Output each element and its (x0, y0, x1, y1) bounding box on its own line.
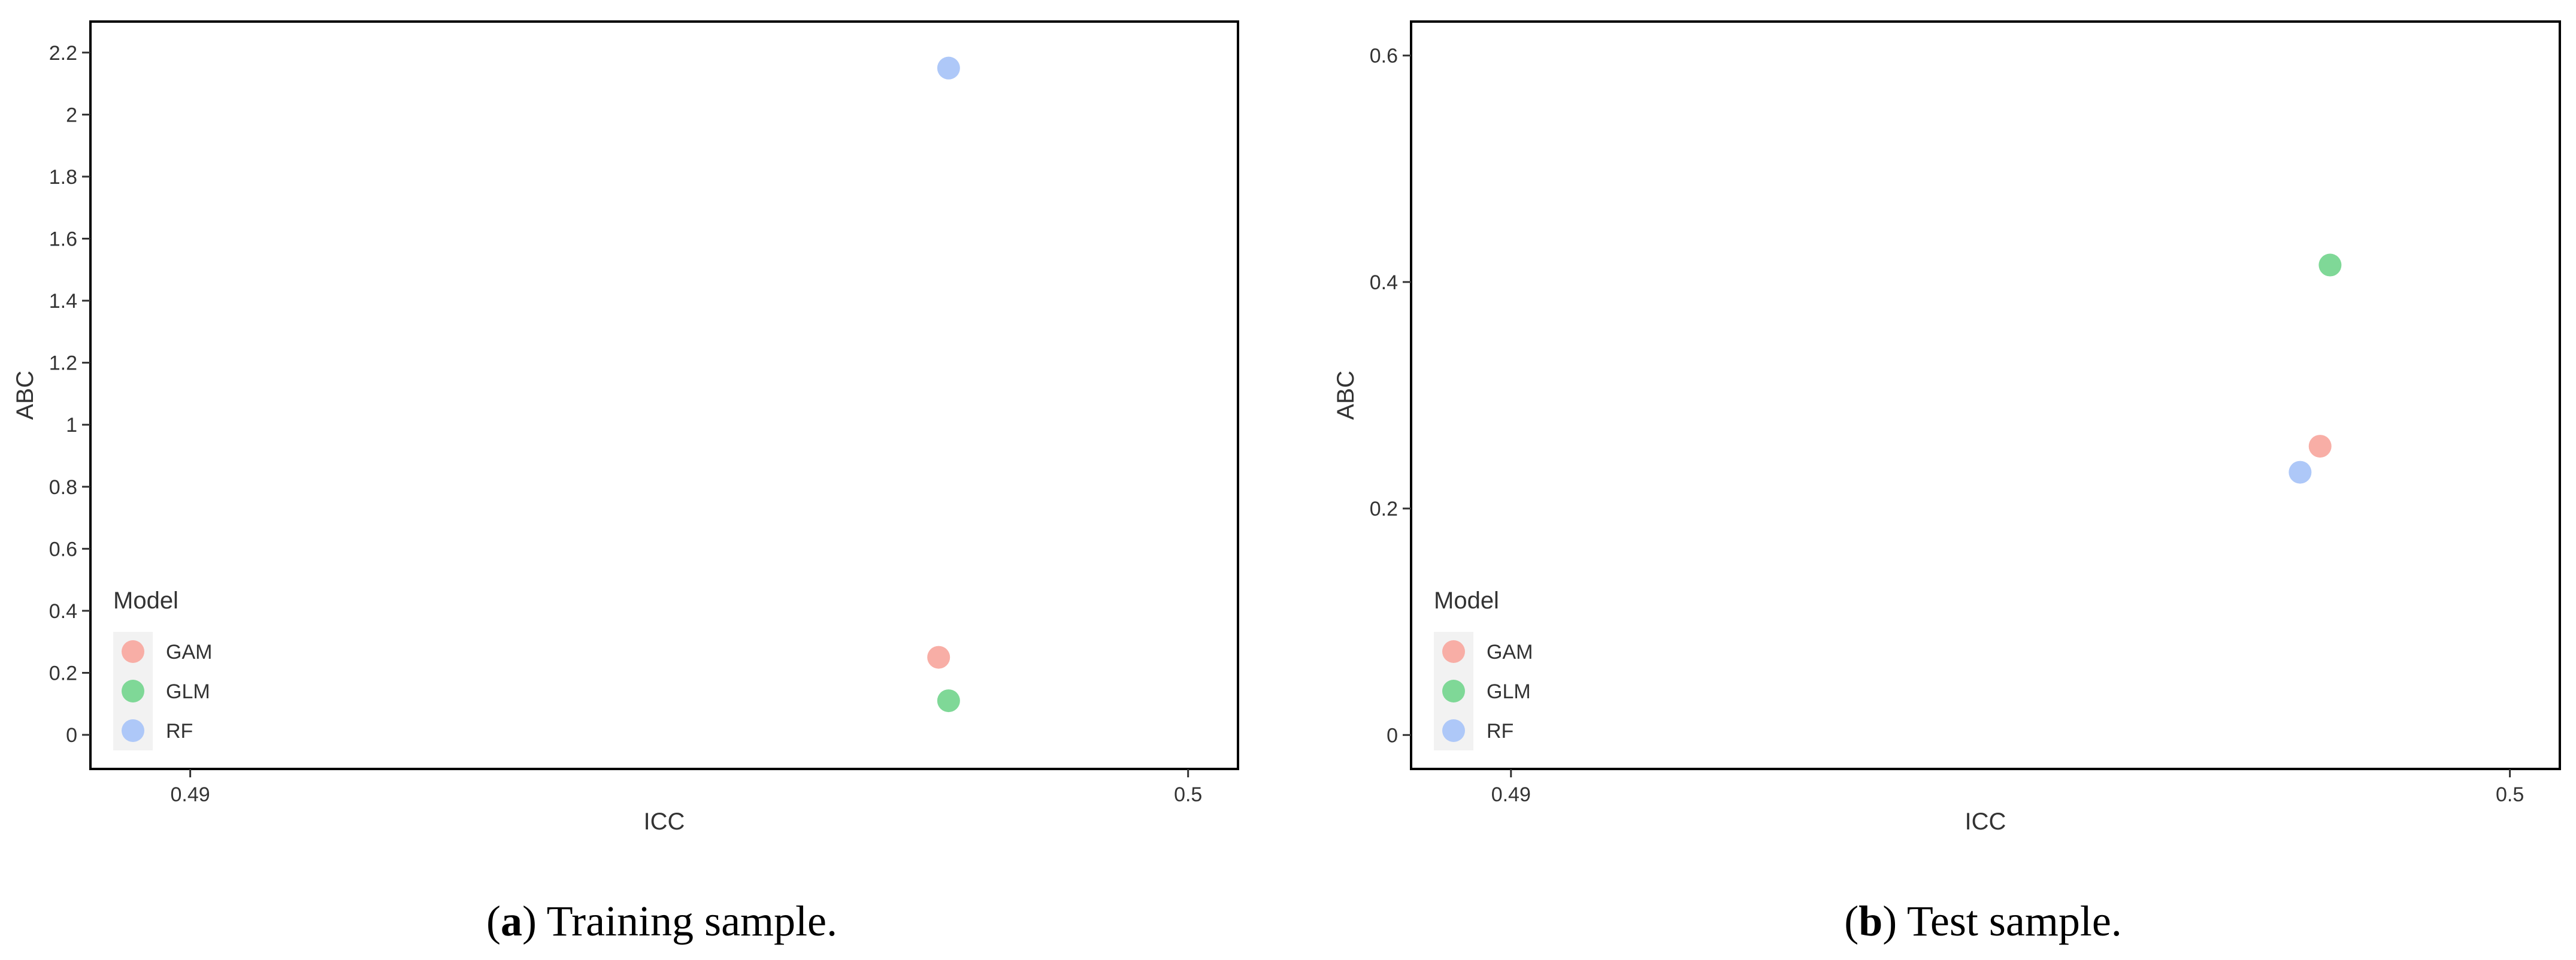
y-tick-label: 0.6 (49, 538, 77, 561)
caption-b: (b) Test sample. (1844, 897, 2122, 945)
legend-marker-gam (1442, 640, 1465, 663)
y-tick-label: 1.6 (49, 228, 77, 250)
y-tick-label: 0 (1387, 724, 1398, 747)
legend-marker-glm (1442, 680, 1465, 702)
legend-label-glm: GLM (166, 680, 210, 703)
legend-label-gam: GAM (166, 641, 212, 664)
caption-letter: b (1858, 897, 1882, 945)
legend: Model GAM GLM RF (1434, 587, 1533, 750)
point-gam (2308, 435, 2332, 458)
caption-letter: a (501, 897, 522, 945)
point-glm (937, 689, 960, 713)
legend-marker-glm (122, 680, 144, 702)
legend-marker-rf (122, 719, 144, 742)
y-tick-label: 0.6 (1370, 45, 1398, 68)
point-gam (927, 646, 951, 669)
x-axis-label: ICC (1965, 808, 2006, 835)
chart-panel-b: 0 0.2 0.4 0.6 0.49 0.5 ICC ABC Model GAM GLM RF (b) … (1333, 20, 2561, 945)
y-tick-label: 1.4 (49, 290, 77, 313)
y-tick-label: 0.4 (49, 600, 77, 623)
x-tick-label: 0.49 (171, 783, 210, 806)
y-tick-label: 0 (66, 724, 77, 747)
y-tick-label: 1.8 (49, 166, 77, 189)
legend-label-rf: RF (166, 720, 193, 743)
x-tick-label: 0.49 (1491, 783, 1531, 806)
caption-a: (a) Training sample. (486, 897, 837, 945)
point-rf (2289, 461, 2312, 484)
y-tick-label: 0.2 (49, 662, 77, 685)
caption-text: ) Training sample. (522, 897, 837, 945)
legend-title: Model (113, 587, 178, 614)
x-tick-label: 0.5 (1174, 783, 1202, 806)
legend-label-gam: GAM (1487, 641, 1533, 664)
caption-open: ( (486, 897, 501, 945)
x-tick-label: 0.5 (2496, 783, 2524, 806)
point-rf (937, 56, 960, 80)
chart-panel-a: 0 0.2 0.4 0.6 0.8 1 1.2 1.4 1.6 1.8 2 2.2 0.49 0.5 ICC… (12, 20, 1239, 945)
legend-marker-rf (1442, 719, 1465, 742)
y-tick-label: 0.2 (1370, 498, 1398, 520)
legend-label-rf: RF (1487, 720, 1513, 743)
y-tick-label: 2.2 (49, 42, 77, 65)
plot-frame (89, 20, 1239, 770)
y-tick-label: 1.2 (49, 352, 77, 375)
caption-open: ( (1844, 897, 1858, 945)
caption-text: ) Test sample. (1882, 897, 2122, 945)
legend: Model GAM GLM RF (113, 587, 212, 750)
y-axis-label: ABC (12, 371, 38, 420)
y-tick-label: 0.8 (49, 476, 77, 499)
plot-frame (1410, 20, 2561, 770)
x-axis-label: ICC (644, 808, 685, 835)
y-tick-label: 1 (66, 414, 77, 437)
legend-label-glm: GLM (1487, 680, 1531, 703)
y-axis-label: ABC (1333, 371, 1359, 420)
legend-marker-gam (122, 640, 144, 663)
y-tick-label: 2 (66, 104, 77, 126)
y-tick-label: 0.4 (1370, 271, 1398, 294)
point-glm (2318, 253, 2342, 277)
legend-title: Model (1434, 587, 1499, 614)
